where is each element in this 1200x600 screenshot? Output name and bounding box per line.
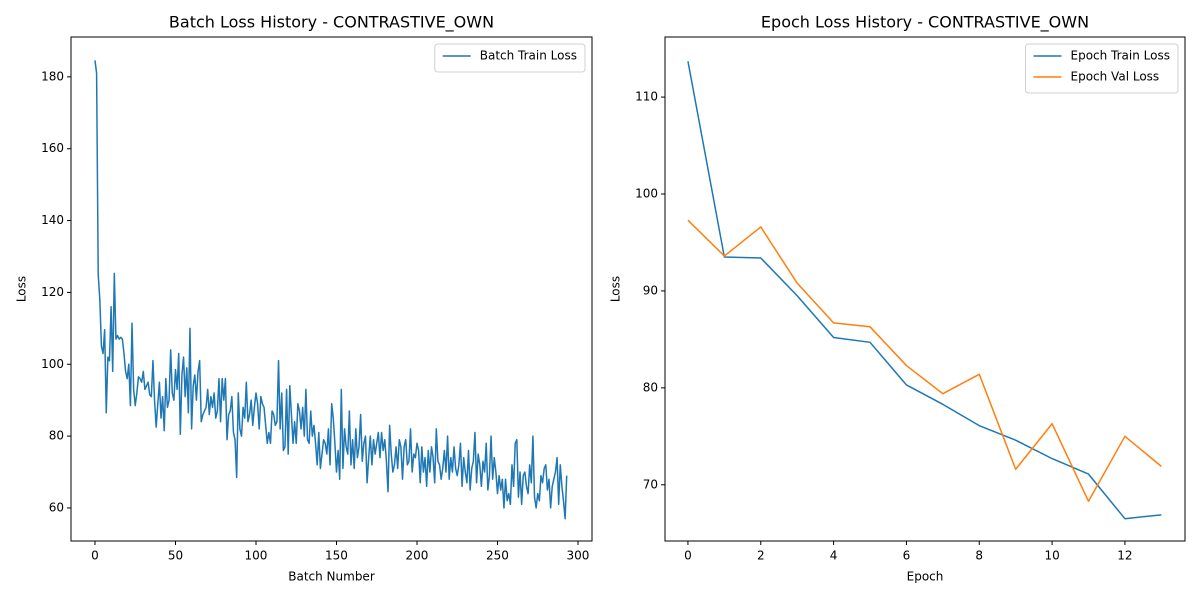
x-tick-label: 100: [245, 549, 268, 563]
x-tick-label: 0: [684, 549, 692, 563]
y-tick-label: 70: [643, 477, 658, 491]
y-tick-label: 100: [635, 187, 658, 201]
legend-label: Epoch Val Loss: [1071, 70, 1160, 84]
y-tick-label: 100: [41, 357, 64, 371]
y-axis-label: Loss: [609, 276, 623, 302]
x-tick-label: 0: [91, 549, 99, 563]
y-tick-label: 90: [643, 283, 658, 297]
x-axis-label: Epoch: [907, 570, 944, 584]
y-tick-label: 160: [41, 141, 64, 155]
y-tick-label: 110: [635, 90, 658, 104]
x-tick-label: 200: [406, 549, 429, 563]
chart-title: Batch Loss History - CONTRASTIVE_OWN: [169, 13, 494, 33]
x-tick-label: 6: [903, 549, 911, 563]
y-tick-label: 80: [643, 380, 658, 394]
y-tick-label: 60: [49, 500, 64, 514]
legend-box: [1025, 43, 1179, 94]
x-tick-label: 12: [1117, 549, 1132, 563]
legend-label: Batch Train Loss: [480, 49, 577, 63]
x-tick-label: 150: [325, 549, 348, 563]
x-tick-label: 250: [486, 549, 509, 563]
x-tick-label: 300: [567, 549, 590, 563]
x-tick-label: 10: [1044, 549, 1059, 563]
chart-title: Epoch Loss History - CONTRASTIVE_OWN: [761, 13, 1089, 33]
y-tick-label: 120: [41, 285, 64, 299]
series-line: [687, 219, 1162, 503]
legend-label: Epoch Train Loss: [1071, 49, 1171, 63]
x-tick-label: 50: [168, 549, 183, 563]
legend-box: [434, 43, 586, 73]
series-line: [687, 61, 1162, 520]
series-line: [94, 60, 568, 520]
x-tick-label: 4: [830, 549, 838, 563]
plot-frame: [70, 36, 593, 542]
y-axis-label: Loss: [15, 276, 29, 302]
x-axis-label: Batch Number: [288, 570, 375, 584]
x-tick-label: 8: [975, 549, 983, 563]
y-tick-label: 180: [41, 69, 64, 83]
x-tick-label: 2: [757, 549, 765, 563]
y-tick-label: 140: [41, 213, 64, 227]
y-tick-label: 80: [49, 429, 64, 443]
plot-frame: [664, 36, 1186, 542]
